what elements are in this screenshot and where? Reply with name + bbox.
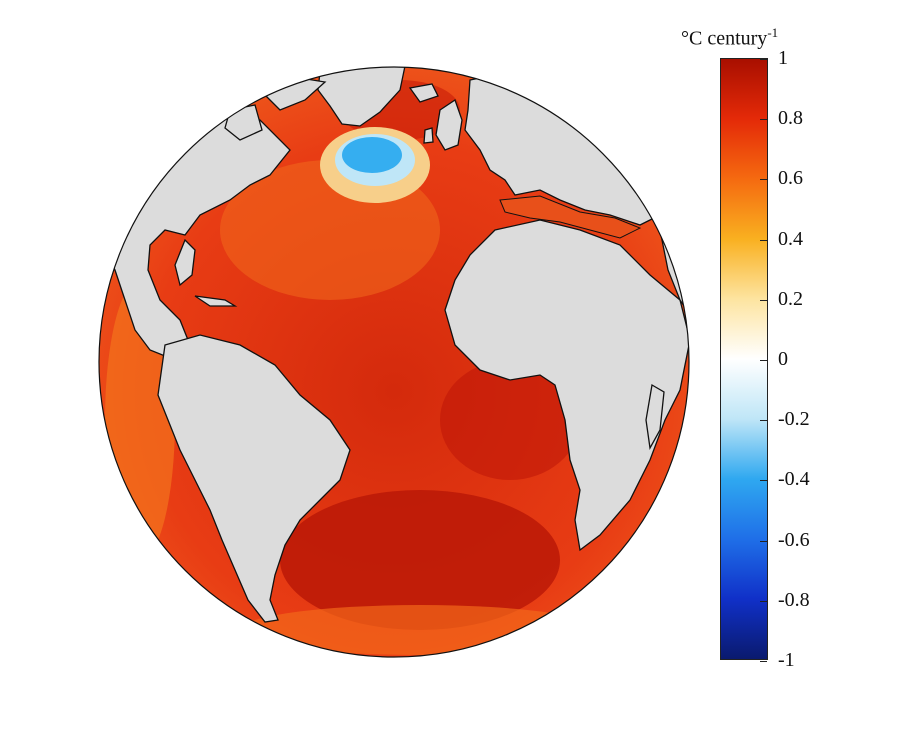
cold-blob-core [342, 137, 402, 173]
madagascar-island [645, 383, 665, 451]
colorbar-tick-label: -0.8 [778, 588, 810, 611]
colorbar-tick-label: -1 [778, 649, 795, 671]
south-america-landmass [157, 334, 351, 623]
greenland-landmass [317, 67, 406, 127]
colorbar-tick-label: -0.4 [778, 468, 810, 491]
florida-peninsula [174, 238, 196, 287]
colorbar-tick-label: 0 [778, 348, 788, 370]
colorbar-tick-label: 0.8 [778, 107, 803, 130]
mediterranean-sea [499, 195, 642, 239]
colorbar-tick-label: 0.2 [778, 287, 803, 310]
iceland-island [408, 83, 439, 103]
colorbar-tick-label: 0.4 [778, 227, 803, 250]
africa-landmass [444, 219, 689, 552]
south-orange-band [240, 605, 600, 655]
south-atlantic-dark-patch [280, 490, 560, 630]
east-atlantic-dark-patch [440, 360, 580, 480]
british-isles [423, 98, 463, 151]
colorbar-tick-label: 0.6 [778, 167, 803, 190]
colorbar [720, 58, 768, 662]
cuba-island [194, 295, 238, 307]
colorbar-tick-label: -0.2 [778, 408, 810, 431]
globe-outline [98, 66, 690, 658]
colorbar-units-label: °C century-1 [681, 25, 779, 50]
colorbar-tick-label: -0.6 [778, 528, 810, 551]
colorbar-tick-label: 1 [778, 47, 788, 69]
